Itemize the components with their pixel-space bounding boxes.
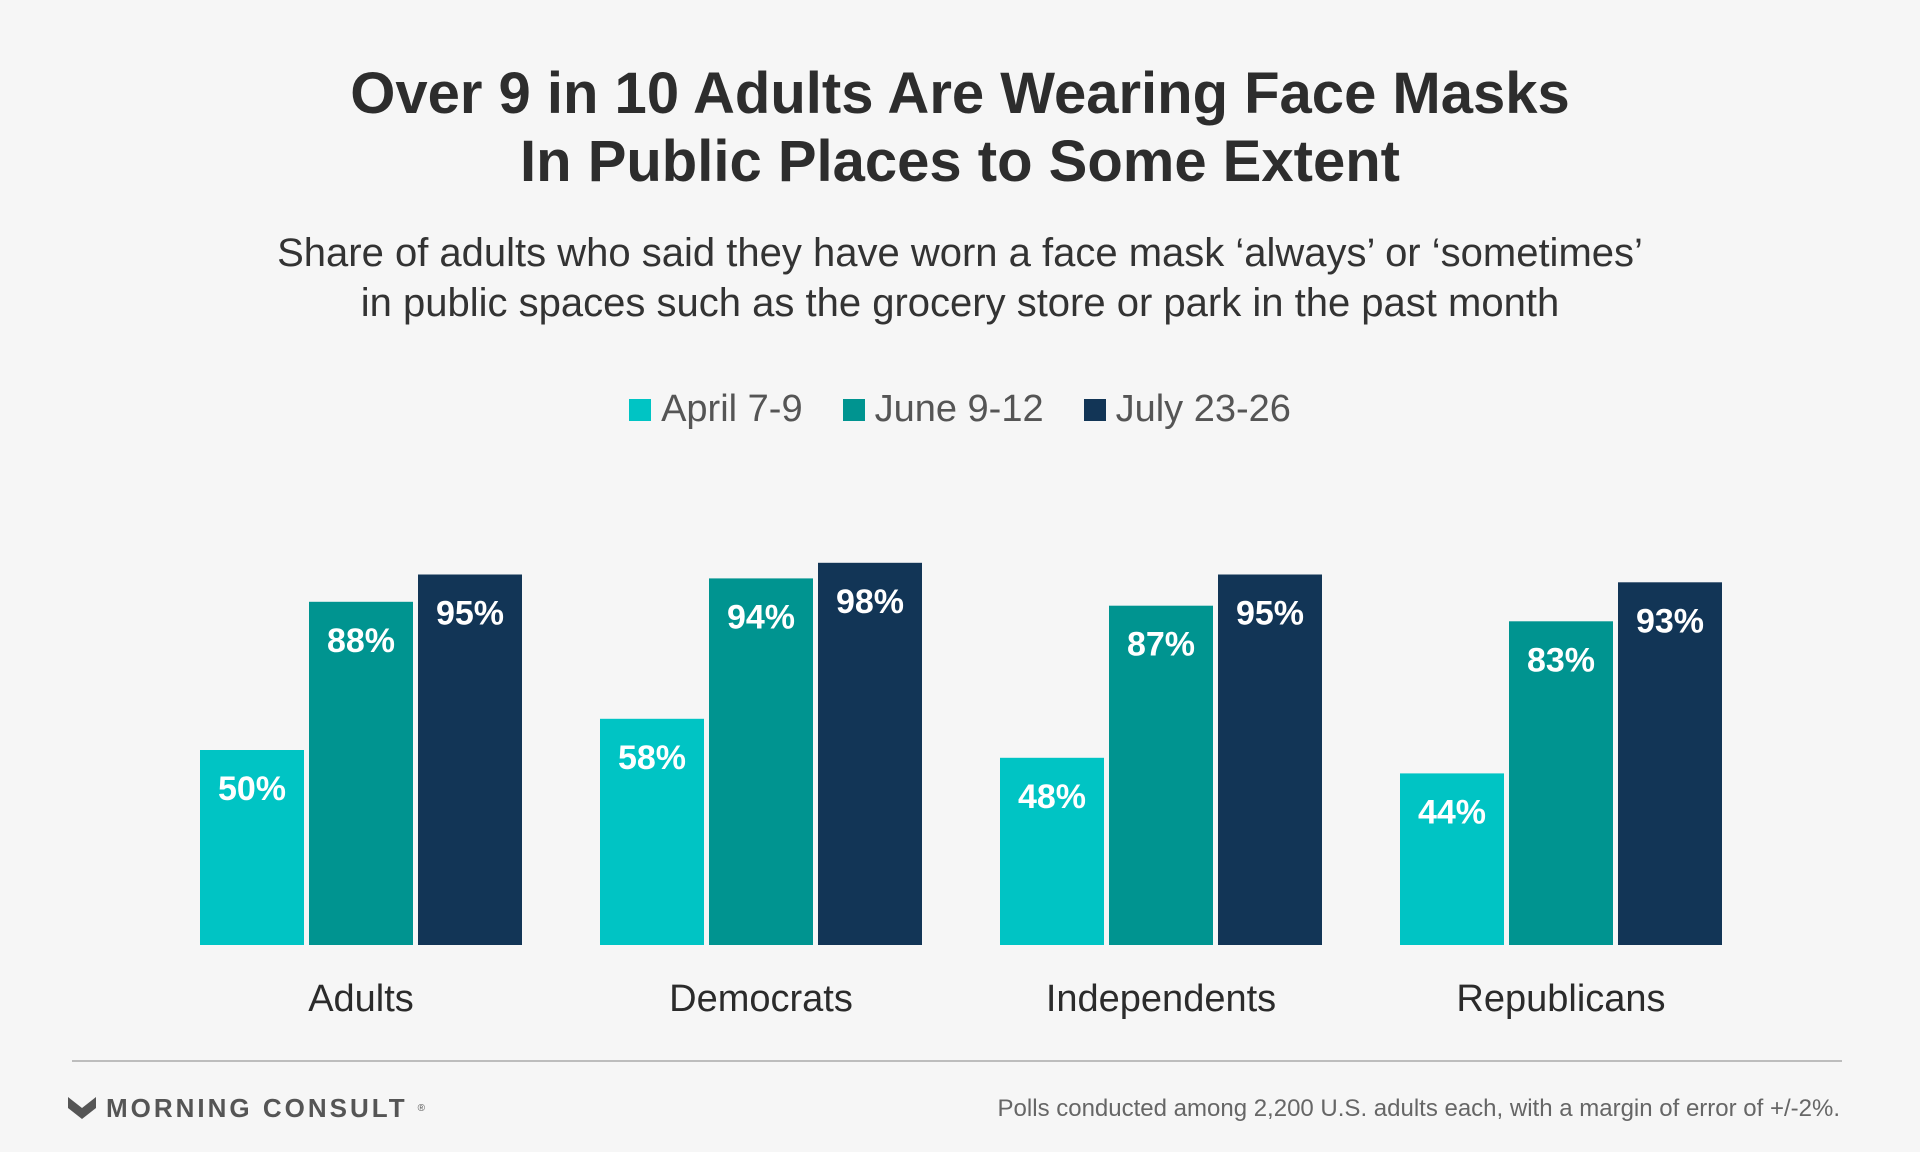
bar-independents-july — [1218, 574, 1322, 945]
bar-democrats-july — [818, 562, 922, 945]
category-label-democrats: Democrats — [669, 978, 853, 1020]
legend-item-july: July 23-26 — [1083, 388, 1291, 431]
category-label-independents: Independents — [1046, 978, 1276, 1020]
bar-republicans-july — [1618, 582, 1722, 945]
bar-label-republicans-april: 44% — [1418, 793, 1486, 831]
bar-republicans-april — [1400, 773, 1504, 945]
legend-label-july: July 23-26 — [1115, 388, 1291, 430]
legend-item-june: June 9-12 — [842, 388, 1044, 431]
legend: April 7-9 June 9-12 July 23-26 — [0, 388, 1920, 431]
legend-label-april: April 7-9 — [661, 388, 803, 430]
bar-label-adults-april: 50% — [218, 770, 286, 808]
bar-label-independents-july: 95% — [1236, 595, 1304, 633]
category-label-adults: Adults — [308, 978, 414, 1020]
chart-title-line-1: Over 9 in 10 Adults Are Wearing Face Mas… — [350, 61, 1570, 126]
bar-adults-july — [418, 574, 522, 945]
bar-label-republicans-july: 93% — [1636, 602, 1704, 640]
chart-subtitle-line-1: Share of adults who said they have worn … — [277, 231, 1643, 275]
bar-label-adults-june: 88% — [327, 622, 395, 660]
category-label-republicans: Republicans — [1456, 978, 1665, 1020]
bar-adults-june — [309, 601, 413, 945]
brand-name: MORNING CONSULT — [106, 1093, 408, 1123]
bar-label-democrats-june: 94% — [727, 598, 795, 636]
bar-democrats-june — [709, 578, 813, 945]
brand-registered-mark: ® — [417, 1103, 425, 1114]
bar-label-democrats-july: 98% — [836, 583, 904, 621]
bar-label-independents-june: 87% — [1127, 626, 1195, 664]
legend-swatch-april — [629, 398, 652, 421]
bar-adults-april — [200, 750, 304, 945]
bar-label-republicans-june: 83% — [1527, 641, 1595, 679]
chart-title-line-2: In Public Places to Some Extent — [520, 129, 1400, 194]
bar-independents-april — [1000, 757, 1104, 945]
footer-divider — [72, 1060, 1842, 1062]
chart-subtitle-line-2: in public spaces such as the grocery sto… — [360, 281, 1560, 325]
bar-independents-june — [1109, 605, 1213, 945]
morning-consult-logo-icon — [68, 1096, 96, 1119]
legend-swatch-june — [842, 398, 865, 421]
brand-logo: MORNING CONSULT ® — [68, 1093, 425, 1124]
legend-swatch-july — [1083, 398, 1106, 421]
bar-republicans-june — [1509, 621, 1613, 945]
legend-item-april: April 7-9 — [629, 388, 803, 431]
bar-democrats-april — [600, 718, 704, 945]
footnote: Polls conducted among 2,200 U.S. adults … — [997, 1095, 1840, 1122]
bar-label-democrats-april: 58% — [618, 739, 686, 777]
bar-label-independents-april: 48% — [1018, 778, 1086, 816]
bar-label-adults-july: 95% — [436, 595, 504, 633]
legend-label-june: June 9-12 — [874, 388, 1044, 430]
